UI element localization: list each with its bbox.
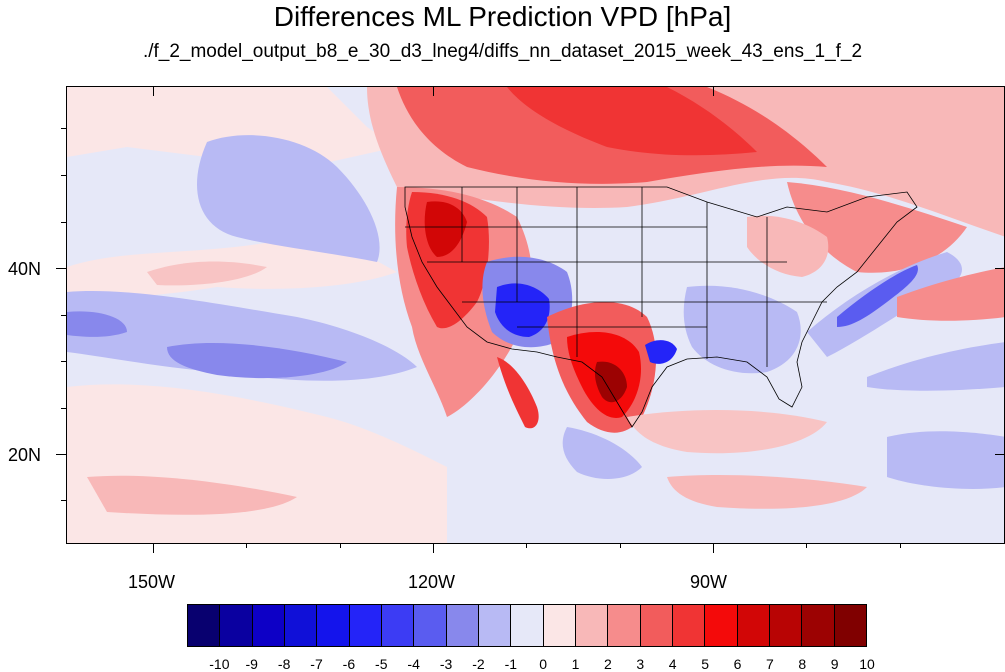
western-us-warm-peak [424, 201, 467, 257]
colorbar-box [478, 605, 512, 646]
colorbar-label: 2 [604, 656, 612, 672]
atlantic-cool-band [807, 252, 962, 357]
east-canada-warm [787, 182, 967, 273]
x-label-150w: 150W [128, 572, 176, 592]
y-minor-tick [61, 175, 66, 176]
colorbar-label: -3 [439, 656, 453, 672]
colorbar-box [511, 605, 544, 646]
x-minor-tick [526, 543, 527, 548]
colorbar-label: 9 [830, 656, 839, 672]
colorbar-box [737, 605, 770, 646]
colorbar-box [834, 605, 866, 646]
gulf-warm [627, 410, 827, 454]
x-label-120w: 120W [408, 572, 456, 592]
colorbar-box [349, 605, 382, 646]
x-major-tick [713, 543, 714, 553]
y-minor-tick [61, 315, 66, 316]
y-major-tick [56, 454, 66, 455]
colorbar-box [284, 605, 318, 646]
colorbar-box [705, 605, 738, 646]
x-minor-tick [620, 543, 621, 548]
y-label-40n: 40N [8, 259, 42, 279]
map-panel [66, 86, 1005, 544]
y-label-20n: 20N [8, 445, 42, 465]
pacific-cool-core-2 [67, 311, 127, 337]
x-major-tick [153, 543, 154, 553]
colorbar-label: -6 [342, 656, 356, 672]
x-minor-tick [340, 543, 341, 548]
colorbar-label: 3 [636, 656, 645, 672]
colorbar-label: -4 [407, 656, 420, 672]
colorbar-label: -7 [310, 656, 323, 672]
figure-title: Differences ML Prediction VPD [hPa] [273, 1, 732, 32]
x-top-tick [713, 86, 714, 96]
colorbar-box [640, 605, 673, 646]
colorbar-label: 4 [668, 656, 677, 672]
colorbar-label: -8 [277, 656, 291, 672]
y-major-tick [56, 268, 66, 269]
colorbar [187, 604, 867, 647]
colorbar-label: 10 [859, 656, 875, 672]
figure-subtitle: ./f_2_model_output_b8_e_30_d3_lneg4/diff… [142, 41, 863, 62]
x-major-tick [433, 543, 434, 553]
pacific-warm-patch [87, 475, 297, 515]
colorbar-box [802, 605, 835, 646]
y-minor-tick [61, 408, 66, 409]
us-outline [404, 186, 918, 428]
x-top-tick [433, 86, 434, 96]
pacific-cool-core [167, 342, 347, 379]
map-svg [67, 87, 1004, 543]
colorbar-label: -5 [375, 656, 388, 672]
southeast-cool-patch [887, 431, 1004, 489]
x-minor-tick [900, 543, 901, 548]
y-minor-tick [61, 500, 66, 501]
colorbar-box [575, 605, 609, 646]
atlantic-cool-band-2 [867, 342, 1004, 391]
colorbar-box [317, 605, 350, 646]
southwest-cool-core [495, 283, 550, 337]
gulf-cool-spot [645, 340, 677, 364]
colorbar-label: -1 [504, 656, 518, 672]
texas-warm-peak [594, 361, 627, 403]
colorbar-label: 0 [539, 656, 548, 672]
pacific-cool-band [197, 135, 380, 262]
eastern-us-cool [683, 285, 801, 374]
atlantic-warm-band [897, 267, 1004, 321]
colorbar-box [381, 605, 415, 646]
baja-warm [497, 357, 539, 429]
colorbar-label: -10 [209, 656, 230, 672]
colorbar-label: 1 [571, 656, 580, 672]
colorbar-label: 8 [798, 656, 807, 672]
atlantic-cool-core [837, 265, 918, 327]
y-right-tick [995, 268, 1005, 269]
x-top-tick [153, 86, 154, 96]
colorbar-box [769, 605, 803, 646]
canada-warm-core-2 [507, 87, 757, 156]
pacific-light-warm-band-3 [147, 261, 267, 286]
y-right-tick [995, 454, 1005, 455]
x-minor-tick [246, 543, 247, 548]
colorbar-box [672, 605, 706, 646]
southeast-warm-patch [667, 475, 867, 509]
colorbar-label: 5 [701, 656, 709, 672]
colorbar-label: 6 [733, 656, 742, 672]
colorbar-box [608, 605, 641, 646]
colorbar-box [543, 605, 576, 646]
us-boundaries [404, 186, 918, 428]
y-minor-tick [61, 222, 66, 223]
colorbar-box [446, 605, 479, 646]
x-label-90w: 90W [690, 572, 728, 592]
colorbar-label: -9 [245, 656, 258, 672]
y-minor-tick [61, 361, 66, 362]
colorbar-box [220, 605, 253, 646]
colorbar-label: 7 [765, 656, 774, 672]
colorbar-box [252, 605, 285, 646]
y-minor-tick [61, 128, 66, 129]
pacific-light-warm-band [67, 87, 397, 167]
mexico-cool-patch [562, 427, 642, 479]
colorbar-label: -2 [472, 656, 485, 672]
x-minor-tick [806, 543, 807, 548]
colorbar-box [414, 605, 447, 646]
colorbar-box [188, 605, 221, 646]
